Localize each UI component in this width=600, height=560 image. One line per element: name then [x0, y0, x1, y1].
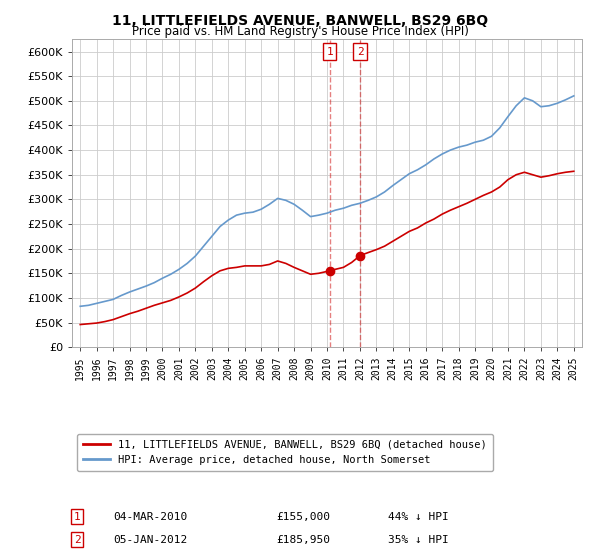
Text: 1: 1 [326, 46, 333, 57]
Text: Price paid vs. HM Land Registry's House Price Index (HPI): Price paid vs. HM Land Registry's House … [131, 25, 469, 38]
Text: 2: 2 [74, 535, 80, 545]
Text: 2: 2 [356, 46, 364, 57]
Text: £185,950: £185,950 [276, 535, 330, 545]
Text: 44% ↓ HPI: 44% ↓ HPI [388, 512, 449, 521]
Text: 35% ↓ HPI: 35% ↓ HPI [388, 535, 449, 545]
Text: £155,000: £155,000 [276, 512, 330, 521]
Text: 04-MAR-2010: 04-MAR-2010 [113, 512, 187, 521]
Text: 05-JAN-2012: 05-JAN-2012 [113, 535, 187, 545]
Legend: 11, LITTLEFIELDS AVENUE, BANWELL, BS29 6BQ (detached house), HPI: Average price,: 11, LITTLEFIELDS AVENUE, BANWELL, BS29 6… [77, 433, 493, 472]
Text: 1: 1 [74, 512, 80, 521]
Text: 11, LITTLEFIELDS AVENUE, BANWELL, BS29 6BQ: 11, LITTLEFIELDS AVENUE, BANWELL, BS29 6… [112, 14, 488, 28]
